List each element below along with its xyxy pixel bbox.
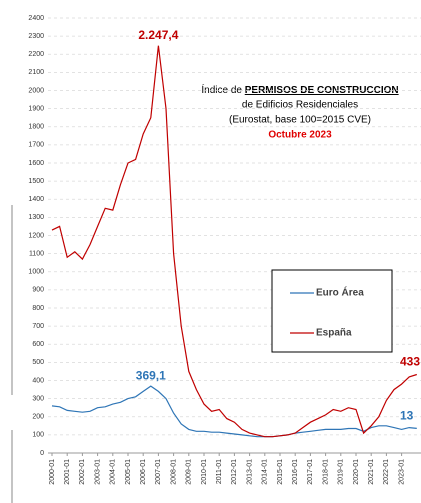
data-label: 433	[400, 355, 420, 369]
y-tick-label: 0	[40, 450, 44, 457]
y-tick-label: 900	[32, 287, 44, 294]
title-emphasis: PERMISOS DE CONSTRUCCION	[245, 85, 399, 96]
series-line	[51, 45, 417, 438]
y-tick-label: 1200	[28, 232, 44, 239]
x-tick-label: 2017-01	[307, 459, 314, 485]
x-tick-label: 2003-01	[94, 459, 101, 485]
y-tick-label: 2100	[28, 69, 44, 76]
x-tick-label: 2010-01	[201, 459, 208, 485]
x-tick-label: 2022-01	[383, 459, 390, 485]
x-tick-label: 2023-01	[398, 459, 405, 485]
x-tick-label: 2007-01	[155, 459, 162, 485]
y-tick-label: 2300	[28, 33, 44, 40]
x-tick-label: 2018-01	[322, 459, 329, 485]
x-tick-label: 2005-01	[125, 459, 132, 485]
x-tick-label: 2000-01	[49, 459, 56, 485]
y-tick-label: 1600	[28, 160, 44, 167]
y-tick-label: 1100	[29, 250, 44, 257]
y-tick-label: 400	[32, 377, 44, 384]
y-tick-label: 1300	[28, 214, 44, 221]
x-tick-label: 2014-01	[262, 459, 269, 485]
y-tick-label: 300	[32, 395, 44, 402]
data-label: 13	[400, 409, 414, 423]
y-tick-label: 1500	[28, 178, 44, 185]
data-label: 369,1	[136, 368, 166, 382]
y-tick-label: 200	[32, 414, 44, 421]
y-tick-label: 800	[32, 305, 44, 312]
x-tick-label: 2001-01	[64, 459, 71, 485]
y-tick-label: 700	[32, 323, 44, 330]
x-tick-label: 2011-01	[216, 459, 223, 484]
x-tick-label: 2009-01	[186, 459, 193, 485]
title-line: de Edificios Residenciales	[242, 100, 358, 111]
y-tick-label: 1000	[28, 269, 44, 276]
x-tick-label: 2012-01	[231, 459, 238, 485]
y-tick-label: 1800	[28, 124, 44, 131]
y-tick-label: 1400	[28, 196, 44, 203]
x-tick-label: 2016-01	[292, 459, 299, 485]
title: Índice de PERMISOS DE CONSTRUCCION	[201, 83, 398, 96]
y-tick-label: 1900	[28, 105, 44, 112]
x-tick-label: 2021-01	[368, 459, 375, 485]
x-tick-label: 2002-01	[79, 459, 86, 485]
y-tick-label: 1700	[28, 142, 44, 149]
x-tick-label: 2019-01	[338, 459, 345, 485]
series-line	[51, 385, 417, 438]
y-tick-label: 2200	[28, 51, 44, 58]
data-label: 2.247,4	[138, 28, 178, 42]
y-tick-label: 2400	[28, 15, 44, 22]
title-line: (Eurostat, base 100=2015 CVE)	[229, 115, 371, 126]
x-tick-label: 2015-01	[277, 459, 284, 485]
x-tick-label: 2008-01	[170, 459, 177, 485]
x-tick-label: 2020-01	[353, 459, 360, 485]
y-tick-label: 500	[32, 359, 44, 366]
x-tick-label: 2004-01	[110, 459, 117, 485]
legend-box	[271, 269, 393, 353]
y-tick-label: 600	[32, 341, 44, 348]
x-tick-label: 2013-01	[246, 459, 253, 485]
y-tick-label: 100	[32, 432, 44, 439]
x-tick-label: 2006-01	[140, 459, 147, 485]
y-tick-label: 2000	[28, 87, 44, 94]
title-date: Octubre 2023	[268, 130, 332, 141]
legend-label: Euro Área	[316, 286, 364, 299]
title-prefix: Índice de	[201, 83, 242, 96]
legend-label: España	[316, 328, 352, 339]
